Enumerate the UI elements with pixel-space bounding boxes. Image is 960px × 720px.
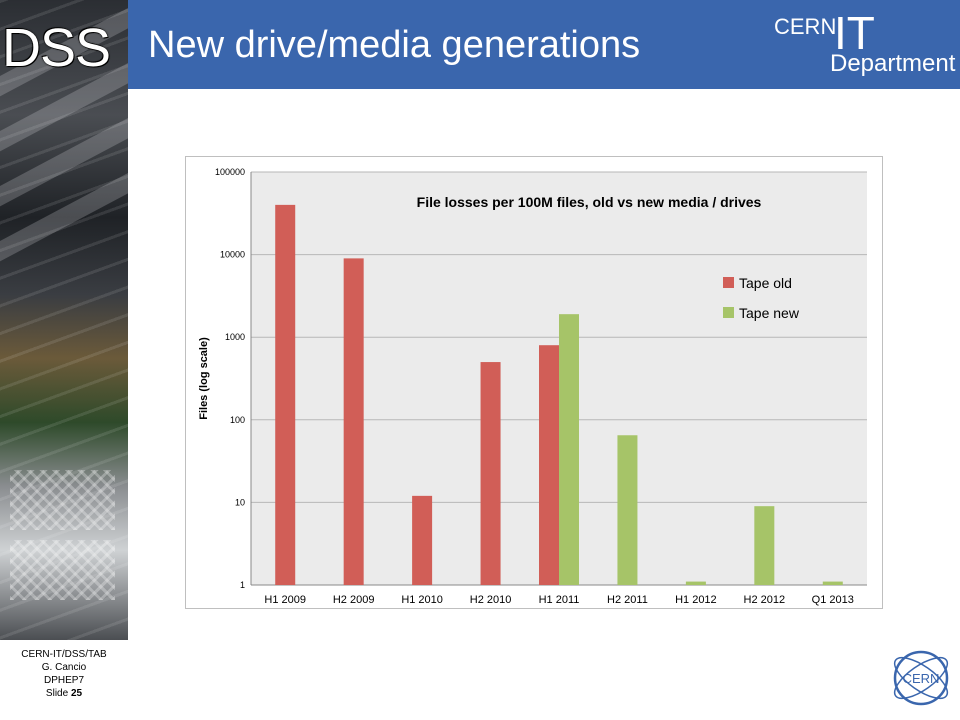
x-tick-label: H1 2009 [264,594,306,606]
y-tick-label: 100 [230,415,245,425]
footer-line-1: CERN-IT/DSS/TAB [21,649,107,660]
slide-label: Slide [45,688,69,699]
bar-tape-old [480,362,501,585]
slide-title: New drive/media generations [148,24,641,66]
x-tick-label: H1 2012 [675,594,717,606]
footer-line-3: DPHEP7 [43,675,84,686]
x-tick-label: H2 2009 [333,594,375,606]
bar-tape-new [754,506,775,585]
y-tick-label: 10 [235,497,245,507]
bar-tape-new [617,435,638,585]
cern-it-logo: CERN IT Department [774,7,956,80]
sidebar-photo [0,0,128,640]
x-tick-label: H2 2012 [744,594,786,606]
chart-frame: 1 10 100 1000 10000 100000 H1 2009 H2 2009 H1 20… [185,156,883,609]
legend-label: Tape old [739,275,792,291]
x-tick-label: H2 2011 [607,594,648,606]
logo-cern-text: CERN [774,14,837,39]
bar-tape-old [539,345,559,585]
bar-tape-new [685,581,706,585]
footer-line-2: G. Cancio [41,662,87,673]
badge-orbit [893,656,949,700]
server-vent [10,470,115,530]
slide-header: New drive/media generations CERN IT Depa… [128,0,960,89]
x-tick-label: H1 2011 [539,594,580,606]
chart-title: File losses per 100M files, old vs new m… [417,194,762,210]
slide-number: 25 [70,688,83,699]
cern-badge-logo: CERN [893,650,949,706]
logo-it-text: IT [834,7,875,59]
x-tick-label: Q1 2013 [812,594,854,606]
legend-label: Tape new [739,305,800,321]
logo-department-text: Department [830,50,956,77]
bar-tape-new [822,581,843,585]
bar-tape-new [559,314,579,585]
x-tick-label: H1 2010 [401,594,443,606]
y-axis-label: Files (log scale) [198,337,210,420]
footer-slide: Slide 25 [0,687,128,700]
y-tick-label: 100000 [215,167,245,177]
y-tick-label: 1000 [225,332,245,342]
server-vent [10,540,115,600]
y-tick-label: 1 [240,580,245,590]
legend-swatch [723,277,734,288]
bar-chart: 1 10 100 1000 10000 100000 H1 2009 H2 2009 H1 20… [198,167,867,606]
legend-swatch [723,307,734,318]
dss-brand: DSS [2,18,111,78]
y-tick-label: 10000 [220,250,245,260]
bar-tape-old [412,495,433,585]
badge-ring [893,650,949,706]
x-tick-label: H2 2010 [470,594,512,606]
badge-text: CERN [903,671,940,686]
bar-tape-old [275,204,296,585]
badge-orbit [893,656,949,700]
bar-tape-old [343,258,364,585]
slide-footer: CERN-IT/DSS/TAB G. Cancio DPHEP7 Slide 2… [0,648,128,700]
